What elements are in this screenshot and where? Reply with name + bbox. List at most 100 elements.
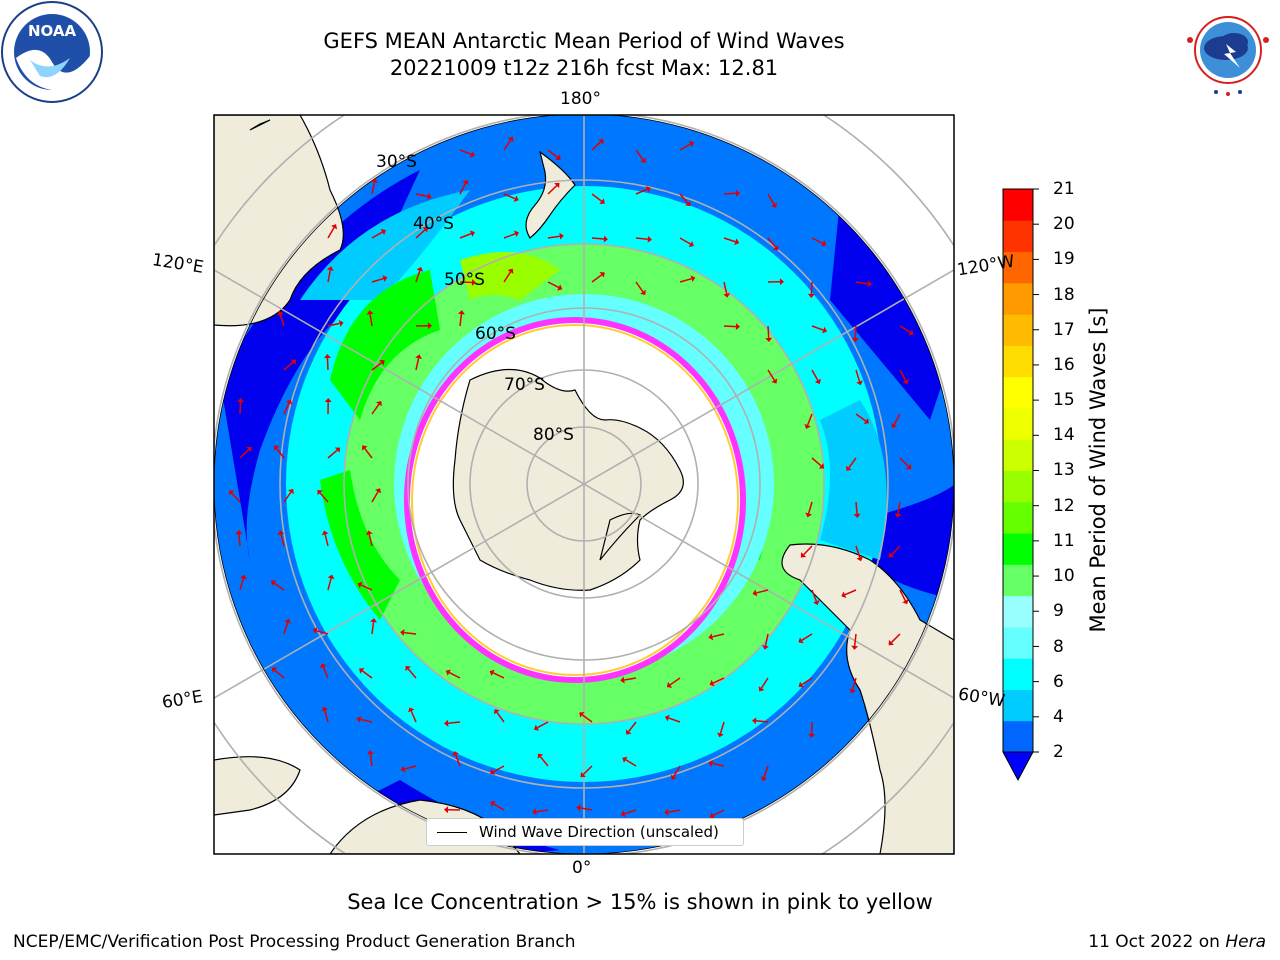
wave-direction-arrow	[767, 325, 770, 339]
wave-direction-arrow	[811, 369, 819, 381]
wave-direction-arrow	[712, 762, 725, 767]
wave-direction-arrowhead	[902, 599, 909, 605]
wave-direction-arrow	[459, 232, 472, 239]
national-weather-service-logo	[1180, 2, 1276, 98]
wave-direction-arrowhead	[323, 354, 331, 359]
wave-direction-arrow	[371, 622, 375, 635]
colorbar-swatch	[1003, 376, 1033, 409]
colorbar-tick: 17	[1053, 320, 1075, 340]
wave-direction-arrow	[899, 369, 907, 381]
wave-direction-arrow	[719, 721, 725, 734]
wave-direction-arrow	[283, 491, 292, 503]
wave-direction-arrow	[803, 545, 813, 556]
wave-direction-arrow	[369, 314, 373, 327]
wave-direction-arrow	[723, 325, 737, 328]
wave-direction-arrow	[807, 501, 813, 514]
wave-direction-arrow	[454, 754, 461, 767]
wave-direction-arrow	[459, 182, 467, 195]
wave-direction-arrow	[855, 413, 867, 422]
wave-direction-arrowhead	[807, 293, 815, 298]
wave-direction-arrowhead	[331, 224, 338, 230]
wave-direction-arrow	[279, 314, 285, 327]
wave-direction-arrow	[547, 185, 558, 195]
wave-direction-arrowhead	[894, 513, 902, 518]
wave-direction-arrow	[448, 671, 461, 679]
colorbar-swatch	[1003, 251, 1033, 284]
wave-direction-arrowhead	[427, 192, 432, 200]
wave-direction-arrowhead	[559, 232, 564, 240]
wave-direction-arrowhead	[709, 812, 715, 819]
wave-direction-arrowhead	[846, 465, 852, 471]
wave-direction-arrow	[459, 313, 463, 327]
wave-direction-arrowhead	[579, 712, 585, 718]
wave-direction-arrow	[238, 533, 241, 547]
colorbar-tick: 2	[1053, 742, 1064, 762]
colorbar-tick: 15	[1053, 390, 1075, 410]
colorbar-swatch	[1003, 595, 1033, 628]
wave-direction-arrowhead	[599, 198, 605, 204]
wave-direction-arrow	[327, 270, 332, 283]
colorbar-tick: 19	[1053, 249, 1075, 269]
wave-direction-arrowhead	[276, 310, 284, 316]
wave-direction-arrowhead	[841, 591, 847, 598]
wave-direction-arrow	[811, 589, 817, 602]
wave-direction-arrowhead	[334, 447, 341, 453]
wave-direction-arrow	[492, 672, 505, 679]
wave-direction-arrowhead	[532, 808, 537, 816]
wave-direction-arrowhead	[246, 446, 252, 453]
wave-direction-arrow	[591, 193, 603, 202]
wave-direction-arrow	[764, 633, 769, 646]
wave-direction-arrowhead	[490, 800, 496, 807]
colorbar-swatch	[1003, 689, 1033, 722]
wave-direction-arrowhead	[908, 329, 914, 336]
wave-direction-arrowhead	[670, 774, 677, 780]
lat-label-50s: 50°S	[444, 270, 485, 290]
wave-direction-arrow	[371, 231, 383, 239]
wave-direction-arrowhead	[457, 310, 465, 315]
wave-direction-arrow	[810, 281, 813, 295]
colorbar-tick: 16	[1053, 355, 1075, 375]
wave-direction-arrowhead	[856, 556, 864, 562]
wave-direction-arrow	[855, 369, 861, 382]
colorbar-extend-triangle	[1002, 751, 1034, 782]
lon-label-0: 0°	[572, 858, 592, 878]
wave-direction-arrow	[239, 578, 245, 591]
wave-direction-arrowhead	[469, 151, 475, 158]
wave-direction-arrowhead	[814, 378, 821, 384]
colorbar-swatch	[1003, 345, 1033, 378]
wave-direction-arrow	[360, 584, 373, 591]
wave-direction-arrow	[415, 270, 421, 283]
wave-direction-arrow	[369, 754, 373, 767]
wave-direction-arrowhead	[273, 445, 280, 451]
wave-direction-arrowhead	[603, 235, 608, 243]
wave-direction-arrowhead	[891, 422, 898, 429]
wave-direction-arrowhead	[640, 289, 646, 296]
wave-direction-arrowhead	[622, 756, 628, 763]
wave-direction-arrow	[415, 193, 428, 198]
wave-direction-arrowhead	[798, 681, 804, 688]
wave-direction-arrow	[763, 765, 769, 778]
wave-direction-arrow	[899, 457, 910, 468]
wave-direction-arrow	[322, 666, 329, 679]
colorbar-tick: 10	[1053, 566, 1075, 586]
wave-direction-arrowhead	[416, 266, 424, 272]
wave-direction-arrowhead	[851, 645, 859, 650]
colorbar-tick: 8	[1053, 637, 1064, 657]
wave-direction-arrow	[415, 229, 426, 239]
sea-ice-note: Sea Ice Concentration > 15% is shown in …	[347, 890, 933, 914]
wave-direction-arrow	[679, 237, 691, 245]
wave-direction-arrow	[547, 281, 560, 289]
wave-direction-arrowhead	[361, 445, 368, 451]
wave-direction-arrow	[280, 534, 285, 547]
wave-direction-arrowhead	[664, 808, 669, 816]
wave-direction-arrow	[371, 403, 380, 415]
wave-direction-arrowhead	[277, 530, 285, 536]
wave-direction-arrow	[368, 534, 373, 547]
wave-direction-arrowhead	[822, 326, 828, 334]
wave-direction-arrowhead	[365, 530, 373, 536]
wave-direction-arrowhead	[324, 398, 332, 403]
wave-direction-arrowhead	[800, 552, 807, 558]
date-text: 11 Oct 2022 on	[1088, 932, 1220, 952]
wave-direction-arrowhead	[408, 707, 415, 713]
wave-direction-arrow	[755, 720, 769, 723]
